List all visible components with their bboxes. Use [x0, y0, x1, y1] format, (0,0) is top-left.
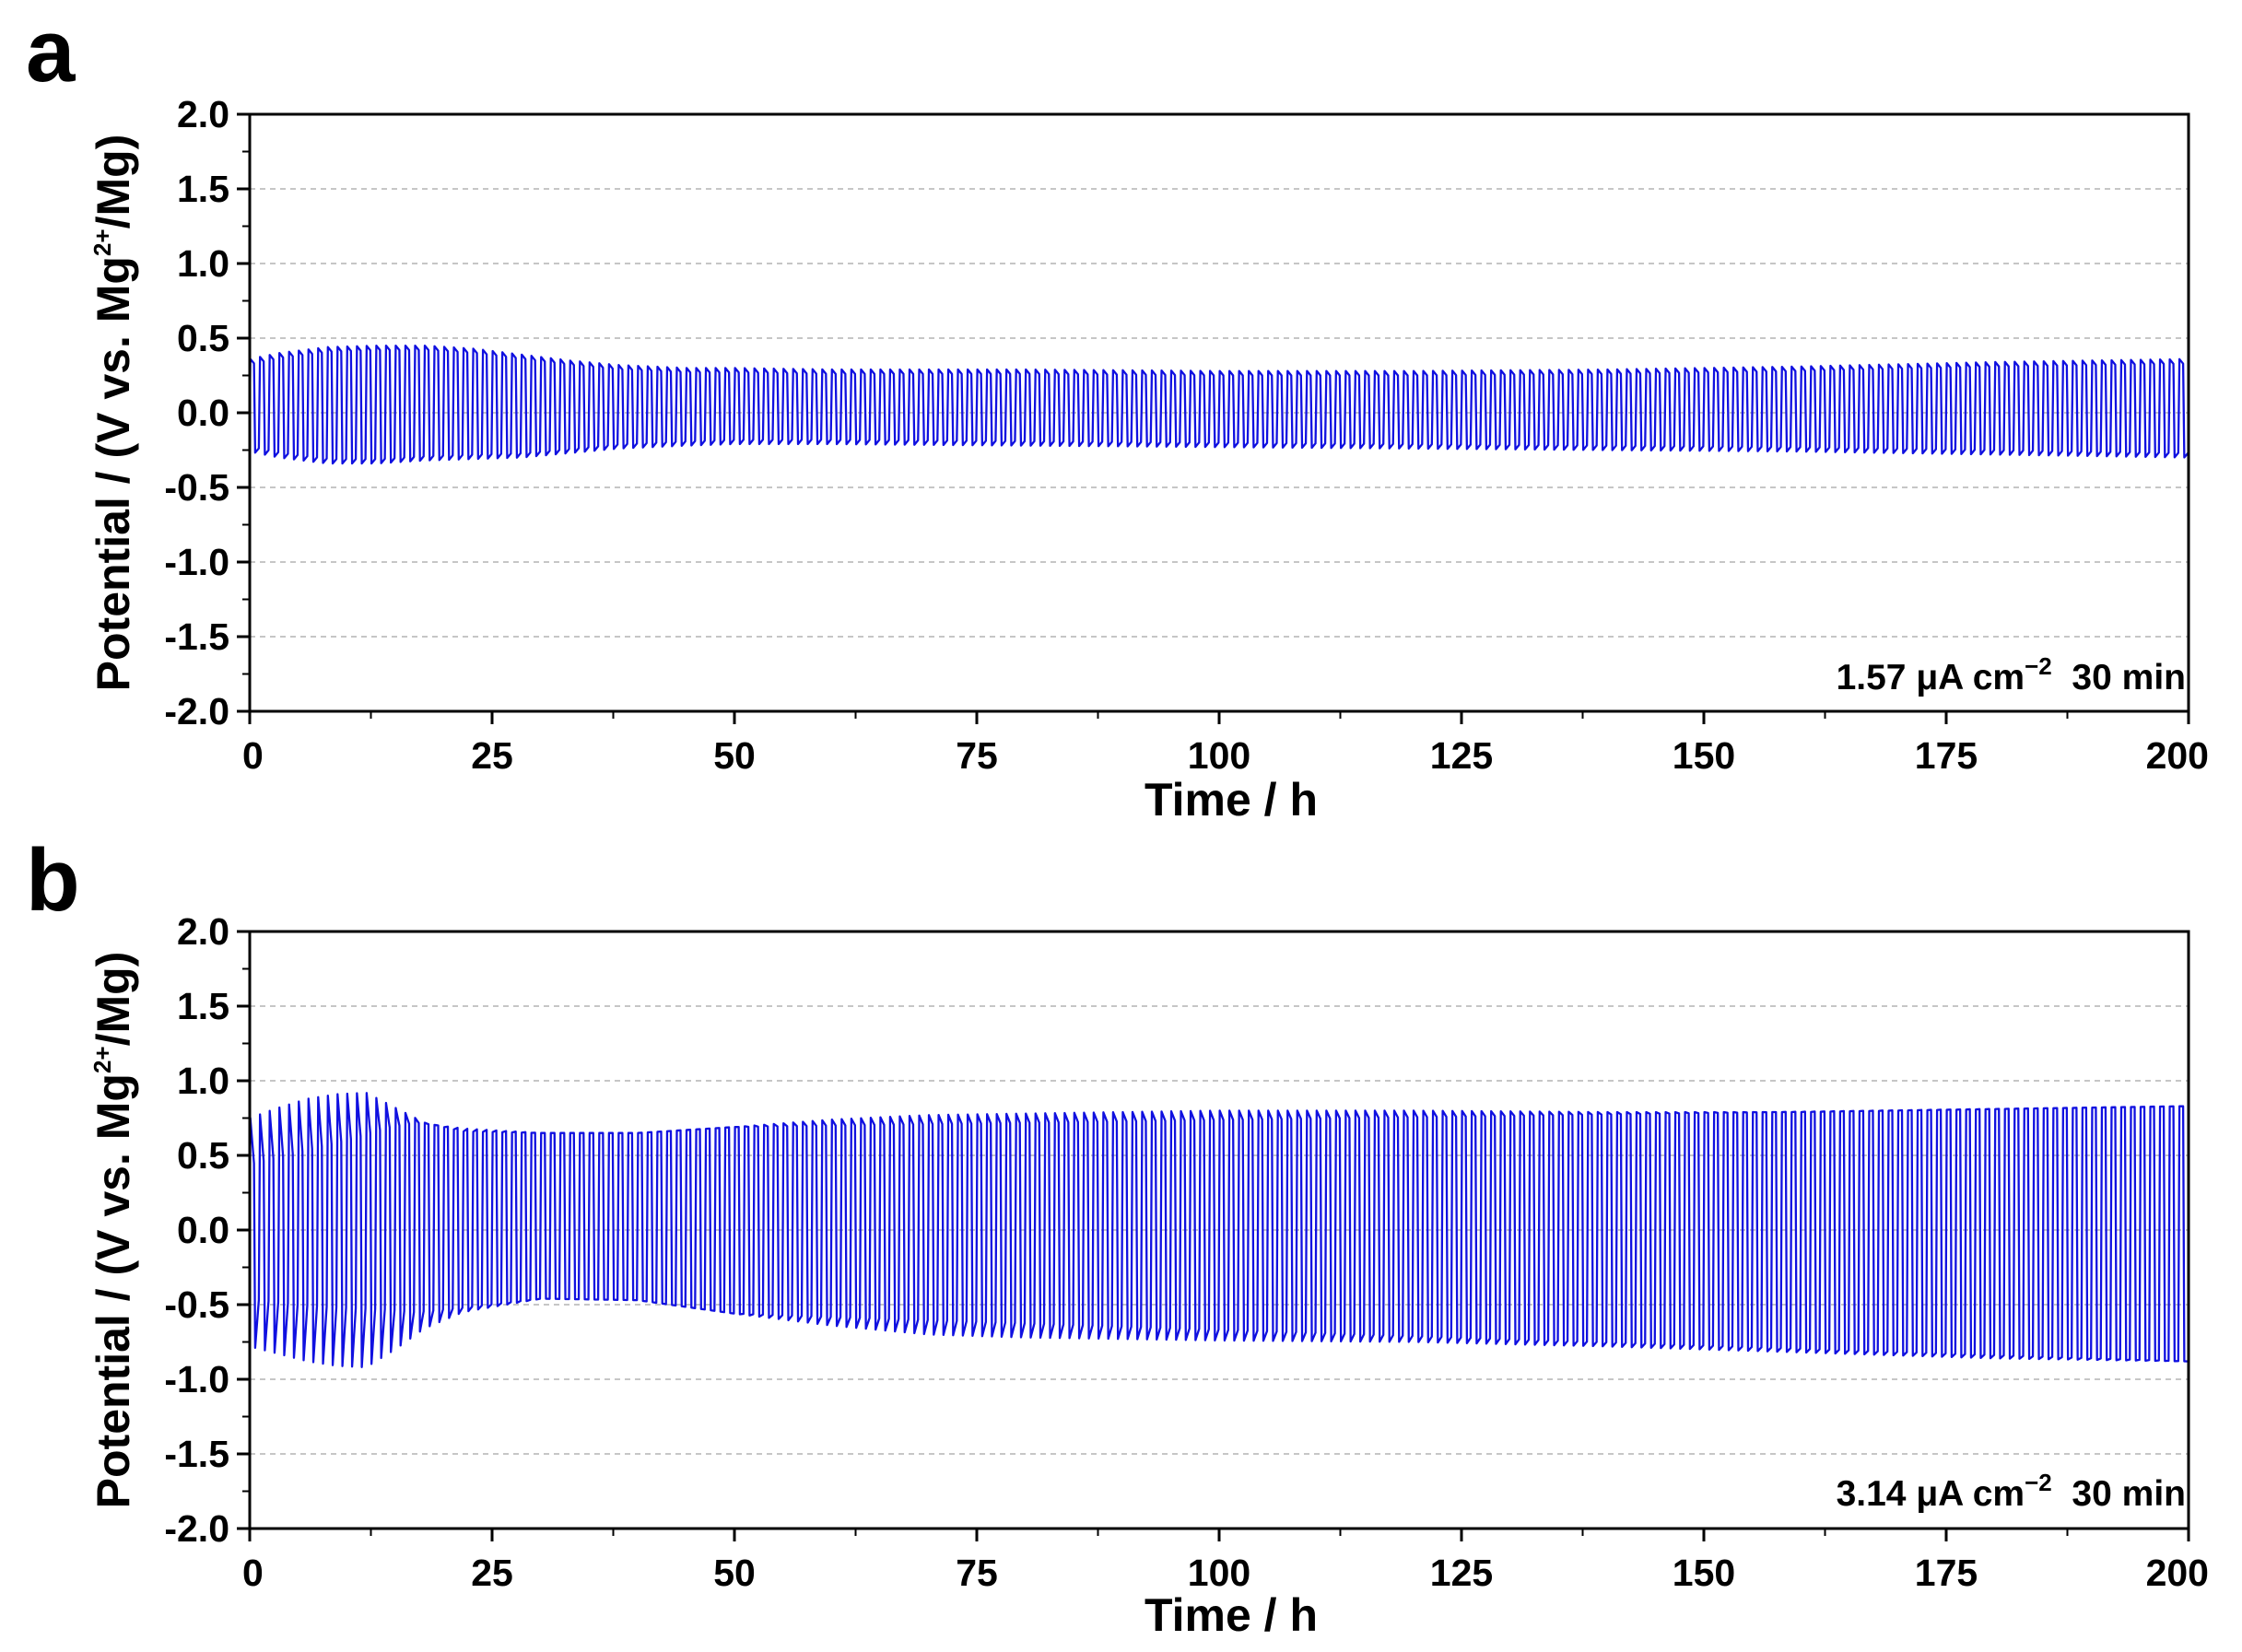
x-axis-label: Time / h [1144, 1589, 1318, 1641]
y-tick-label: 2.0 [177, 93, 229, 135]
x-tick-label: 50 [713, 1552, 756, 1594]
grid [250, 188, 2189, 638]
annotation-sup: −2 [2025, 652, 2052, 680]
y-axis-label: Potential / (V vs. Mg2+/Mg) [88, 135, 139, 692]
y-tick-label: 0.0 [177, 392, 229, 434]
x-tick-label: 50 [713, 734, 756, 777]
y-tick-label: -2.0 [164, 690, 229, 732]
x-tick-label: 150 [1673, 734, 1735, 777]
x-tick-label: 100 [1188, 1552, 1250, 1594]
y-axis-label-sup: 2+ [88, 228, 116, 256]
y-tick-label: 1.5 [177, 168, 229, 210]
panel-letter-b: b [26, 831, 80, 930]
y-tick-label: 1.5 [177, 985, 229, 1027]
series-line [248, 344, 2189, 465]
y-axis-label-sup: 2+ [88, 1046, 116, 1073]
y-axis-label-text: Potential / (V vs. Mg [88, 1073, 139, 1508]
annotation-sup: −2 [2025, 1469, 2052, 1496]
y-tick-label: 1.0 [177, 242, 229, 285]
y-tick-label: -1.0 [164, 1358, 229, 1400]
y-tick-label: 2.0 [177, 910, 229, 953]
x-tick-label: 175 [1915, 1552, 1978, 1594]
x-tick-label: 125 [1430, 1552, 1493, 1594]
y-axis-label: Potential / (V vs. Mg2+/Mg) [88, 952, 139, 1509]
trace [248, 344, 2189, 465]
x-axis-label: Time / h [1144, 774, 1318, 826]
y-axis-label-text-end: /Mg) [88, 135, 139, 229]
x-tick-label: 125 [1430, 734, 1493, 777]
panel-a: a 2.0 1.5 1.0 0.5 0.0 -0.5 -1.0 -1.5 -2.0 0 25 50 75… [26, 2, 2209, 826]
x-tick-label: 100 [1188, 734, 1250, 777]
y-tick-label: 0.5 [177, 317, 229, 359]
x-tick-label: 150 [1673, 1552, 1735, 1594]
annotation: 3.14 μA cm−2 30 min [1837, 1469, 2186, 1514]
y-tick-label: -1.5 [164, 615, 229, 658]
x-tick-label: 200 [2146, 734, 2209, 777]
x-tick-label: 75 [956, 1552, 998, 1594]
x-tick-label: 25 [471, 734, 513, 777]
trace [248, 1092, 2189, 1368]
y-tick-label: 0.0 [177, 1209, 229, 1251]
panel-letter-a: a [26, 2, 76, 100]
annotation-text-end: 30 min [2052, 1474, 2186, 1514]
y-tick-label: -2.0 [164, 1507, 229, 1550]
y-axis-label-text-end: /Mg) [88, 952, 139, 1047]
panel-b: b 2.0 1.5 1.0 0.5 0.0 -0.5 -1.0 -1.5 -2.0 0 25 50 75… [26, 831, 2209, 1641]
y-tick-label: -0.5 [164, 466, 229, 509]
series-line [248, 1092, 2189, 1368]
x-tick-label: 0 [242, 1552, 264, 1594]
x-tick-label: 25 [471, 1552, 513, 1594]
annotation-text: 1.57 μA cm [1837, 658, 2025, 697]
grid [250, 1005, 2189, 1455]
x-tick-label: 0 [242, 734, 264, 777]
annotation-text-end: 30 min [2052, 658, 2186, 697]
y-axis-label-text: Potential / (V vs. Mg [88, 256, 139, 691]
x-tick-label: 175 [1915, 734, 1978, 777]
axes: 2.0 1.5 1.0 0.5 0.0 -0.5 -1.0 -1.5 -2.0 0 25 50 75 10… [164, 93, 2209, 777]
y-tick-label: -1.0 [164, 541, 229, 583]
x-tick-label: 200 [2146, 1552, 2209, 1594]
y-tick-label: 1.0 [177, 1060, 229, 1102]
y-tick-label: 0.5 [177, 1134, 229, 1177]
x-tick-label: 75 [956, 734, 998, 777]
y-tick-label: -0.5 [164, 1283, 229, 1326]
annotation: 1.57 μA cm−2 30 min [1837, 652, 2186, 697]
axes: 2.0 1.5 1.0 0.5 0.0 -0.5 -1.0 -1.5 -2.0 0 25 50 75 10… [164, 910, 2209, 1594]
y-tick-label: -1.5 [164, 1433, 229, 1475]
annotation-text: 3.14 μA cm [1837, 1474, 2025, 1514]
